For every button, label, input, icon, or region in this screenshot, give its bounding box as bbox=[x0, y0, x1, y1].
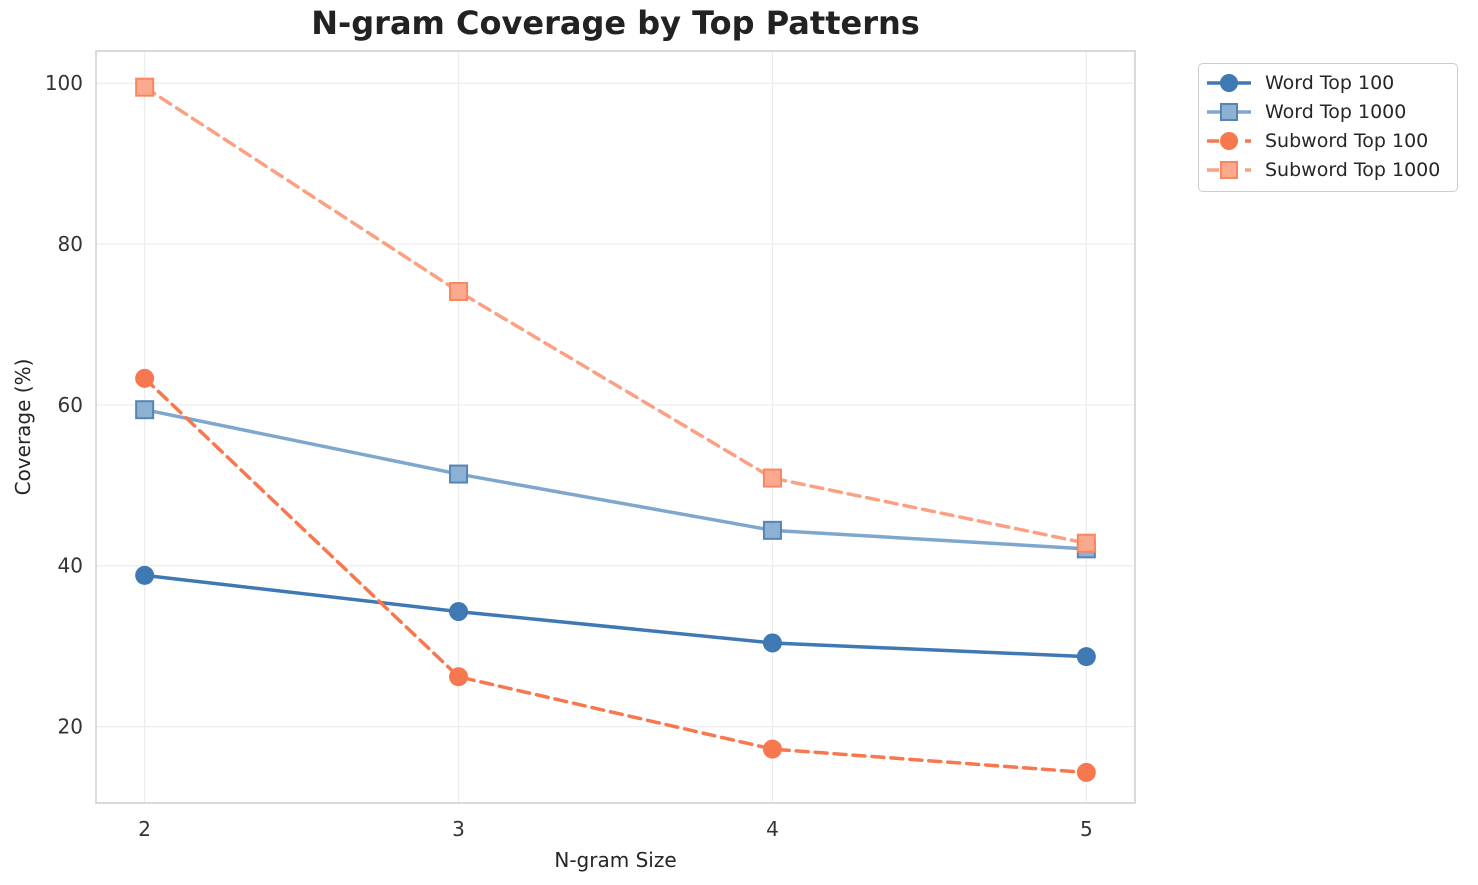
legend-marker-square-icon bbox=[1220, 160, 1238, 179]
data-point-subword-top-100 bbox=[1076, 762, 1096, 782]
data-point-subword-top-1000 bbox=[135, 77, 155, 97]
data-point-word-top-100 bbox=[135, 565, 155, 585]
data-point-word-top-1000 bbox=[135, 400, 155, 420]
data-point-subword-top-1000 bbox=[762, 468, 782, 488]
y-tick-label: 100 bbox=[45, 71, 83, 95]
x-tick-label: 3 bbox=[452, 817, 465, 841]
legend-label: Subword Top 100 bbox=[1265, 129, 1429, 152]
data-point-word-top-100 bbox=[449, 602, 469, 622]
legend-item-subword-top-100: Subword Top 100 bbox=[1199, 126, 1457, 155]
legend-item-subword-top-1000: Subword Top 1000 bbox=[1199, 155, 1457, 184]
legend-marker-circle-icon bbox=[1220, 131, 1238, 150]
y-axis-label: Coverage (%) bbox=[11, 358, 35, 496]
plot-border bbox=[95, 50, 1136, 804]
legend-label: Subword Top 1000 bbox=[1265, 158, 1441, 181]
series-line-word-top-100 bbox=[142, 573, 1089, 659]
legend-item-word-top-1000: Word Top 1000 bbox=[1199, 97, 1457, 126]
x-tick-label: 2 bbox=[138, 817, 151, 841]
data-point-subword-top-100 bbox=[762, 739, 782, 759]
data-point-subword-top-100 bbox=[135, 368, 155, 388]
legend-label: Word Top 100 bbox=[1265, 71, 1395, 94]
legend-marker-circle-icon bbox=[1220, 73, 1238, 92]
data-point-word-top-100 bbox=[1076, 647, 1096, 667]
x-tick-label: 5 bbox=[1080, 817, 1093, 841]
legend-sample-solid-line-icon bbox=[1207, 73, 1251, 92]
series-line-subword-top-1000 bbox=[142, 85, 1089, 545]
legend-sample-dashed-line-icon bbox=[1207, 131, 1251, 150]
legend: Word Top 100 Word Top 1000 Subword Top 100… bbox=[1198, 63, 1458, 192]
legend-sample-solid-line-icon bbox=[1207, 102, 1251, 121]
y-tick-label: 40 bbox=[58, 554, 83, 578]
data-point-word-top-1000 bbox=[449, 464, 469, 484]
y-tick-label: 20 bbox=[58, 715, 83, 739]
legend-item-word-top-100: Word Top 100 bbox=[1199, 68, 1457, 97]
series-line-word-top-1000 bbox=[142, 407, 1089, 551]
data-point-word-top-1000 bbox=[762, 520, 782, 540]
chart-title: N-gram Coverage by Top Patterns bbox=[311, 4, 920, 42]
data-point-word-top-100 bbox=[762, 633, 782, 653]
x-axis-label: N-gram Size bbox=[554, 848, 677, 872]
data-point-subword-top-1000 bbox=[449, 281, 469, 301]
legend-sample-dashed-line-icon bbox=[1207, 160, 1251, 179]
y-tick-label: 80 bbox=[58, 232, 83, 256]
y-tick-label: 60 bbox=[58, 393, 83, 417]
data-point-subword-top-100 bbox=[449, 667, 469, 687]
x-tick-label: 4 bbox=[766, 817, 779, 841]
legend-marker-square-icon bbox=[1220, 102, 1238, 121]
legend-label: Word Top 1000 bbox=[1265, 100, 1407, 123]
data-point-subword-top-1000 bbox=[1076, 533, 1096, 553]
series-line-subword-top-100 bbox=[142, 376, 1089, 775]
